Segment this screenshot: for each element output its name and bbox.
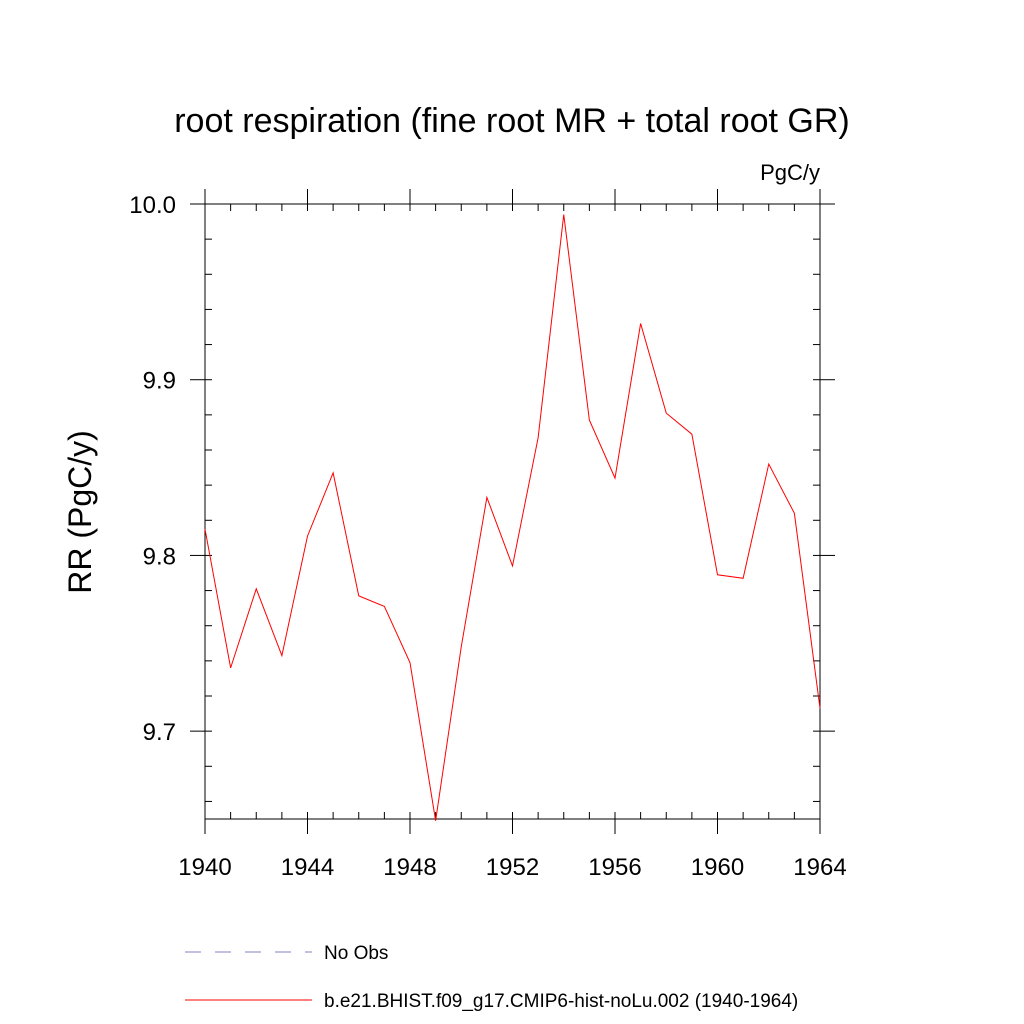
y-axis-label: RR (PgC/y) bbox=[62, 430, 98, 594]
chart-title: root respiration (fine root MR + total r… bbox=[174, 102, 850, 140]
series-line bbox=[204, 214, 821, 821]
x-tick-label: 1952 bbox=[486, 854, 539, 881]
x-tick-label: 1956 bbox=[588, 854, 641, 881]
tick-labels: 1940 1944 1948 1952 1956 1960 1964 9.7 9.8 9.9 10.… bbox=[129, 192, 846, 881]
unit-label: PgC/y bbox=[760, 160, 820, 185]
y-tick-label: 9.8 bbox=[143, 543, 176, 570]
x-tick-label: 1964 bbox=[793, 854, 846, 881]
x-tick-label: 1948 bbox=[383, 854, 436, 881]
x-tick-label: 1960 bbox=[691, 854, 744, 881]
legend: No Obs b.e21.BHIST.f09_g17.CMIP6-hist-noL… bbox=[185, 943, 798, 1012]
legend-label: No Obs bbox=[324, 943, 388, 964]
x-tick-label: 1944 bbox=[281, 854, 334, 881]
x-tick-label: 1940 bbox=[178, 854, 231, 881]
axis-ticks bbox=[190, 189, 835, 834]
plot-frame bbox=[204, 203, 821, 820]
y-tick-label: 9.7 bbox=[143, 719, 176, 746]
series-layer bbox=[204, 214, 821, 821]
y-tick-label: 9.9 bbox=[143, 368, 176, 395]
y-tick-label: 10.0 bbox=[129, 192, 176, 219]
legend-label: b.e21.BHIST.f09_g17.CMIP6-hist-noLu.002 … bbox=[324, 991, 798, 1012]
